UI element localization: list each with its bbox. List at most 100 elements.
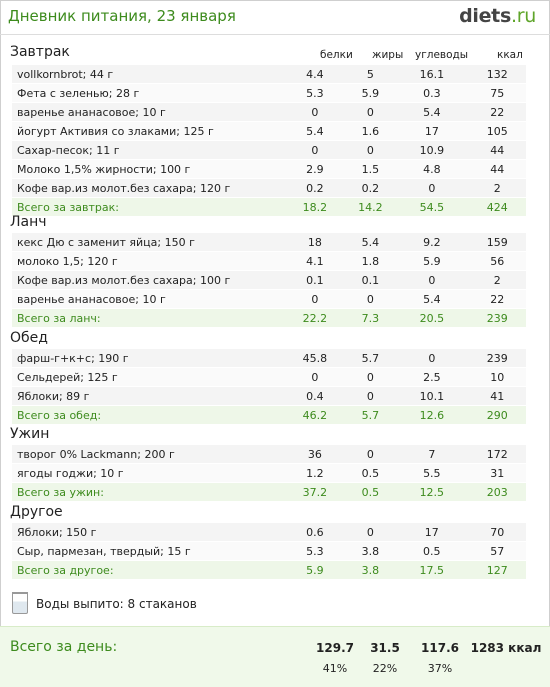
site-logo[interactable]: diets.ru — [459, 5, 536, 27]
food-row[interactable]: Фета с зеленью; 28 г 5.3 5.9 0.3 75 — [12, 83, 526, 103]
water-glass-icon — [12, 592, 28, 614]
food-name: творог 0% Lackmann; 200 г — [12, 445, 285, 464]
fat-cell: 1.8 — [345, 251, 396, 271]
food-row[interactable]: Молоко 1,5% жирности; 100 г 2.9 1.5 4.8 44 — [12, 159, 526, 179]
meal-table: фарш-г+к+с; 190 г 45.8 5.7 0 239 Сельдерей; 1… — [12, 349, 526, 425]
food-name: фарш-г+к+с; 190 г — [12, 349, 285, 368]
fat-cell: 0 — [345, 445, 396, 464]
fat-cell: 5 — [345, 65, 396, 84]
carbs-cell: 10.9 — [395, 140, 469, 160]
fat-cell: 0 — [345, 386, 396, 406]
carbs-cell: 17 — [395, 121, 469, 141]
fat-cell: 5.7 — [345, 349, 396, 368]
food-row[interactable]: творог 0% Lackmann; 200 г 36 0 7 172 — [12, 445, 526, 464]
meal-total-row: Всего за другое: 5.9 3.8 17.5 127 — [12, 560, 526, 580]
food-row[interactable]: Сельдерей; 125 г 0 0 2.5 10 — [12, 367, 526, 387]
header-divider — [0, 34, 550, 35]
meal-total-row: Всего за ужин: 37.2 0.5 12.5 203 — [12, 482, 526, 502]
kcal-cell: 239 — [468, 308, 526, 328]
food-name: Молоко 1,5% жирности; 100 г — [12, 159, 285, 179]
carbs-cell: 16.1 — [395, 65, 469, 84]
protein-cell: 5.9 — [284, 560, 346, 580]
food-row[interactable]: Сыр, пармезан, твердый; 15 г 5.3 3.8 0.5 57 — [12, 541, 526, 561]
protein-cell: 46.2 — [284, 405, 346, 425]
column-header-kcal: ккал — [497, 49, 523, 61]
fat-cell: 0 — [345, 523, 396, 542]
logo-dot: . — [510, 5, 517, 27]
protein-cell: 5.3 — [284, 83, 346, 103]
fat-cell: 5.4 — [345, 233, 396, 252]
total-label: Всего за ланч: — [12, 308, 285, 328]
fat-cell: 14.2 — [345, 197, 396, 217]
fat-cell: 0.1 — [345, 270, 396, 290]
fat-cell: 0.2 — [345, 178, 396, 198]
fat-cell: 5.7 — [345, 405, 396, 425]
logo-main: diets — [459, 5, 511, 27]
kcal-cell: 127 — [468, 560, 526, 580]
food-name: ягоды годжи; 10 г — [12, 463, 285, 483]
protein-cell: 4.4 — [284, 65, 346, 84]
food-row[interactable]: йогурт Активия со злаками; 125 г 5.4 1.6 17… — [12, 121, 526, 141]
kcal-cell: 159 — [468, 233, 526, 252]
food-row[interactable]: vollkornbrot; 44 г 4.4 5 16.1 132 — [12, 65, 526, 84]
carbs-cell: 7 — [395, 445, 469, 464]
food-row[interactable]: Кофе вар.из молот.без сахара; 120 г 0.2 0.… — [12, 178, 526, 198]
fat-cell: 1.6 — [345, 121, 396, 141]
meal-title: Завтрак — [10, 44, 70, 60]
food-row[interactable]: кекс Дю с заменит яйца; 150 г 18 5.4 9.2 159 — [12, 233, 526, 252]
carbs-cell: 12.5 — [395, 482, 469, 502]
meal-table: vollkornbrot; 44 г 4.4 5 16.1 132 Фета с зеле… — [12, 65, 526, 217]
food-name: Яблоки; 89 г — [12, 386, 285, 406]
protein-cell: 22.2 — [284, 308, 346, 328]
header: Дневник питания, 23 января diets.ru — [0, 0, 550, 34]
carbs-cell: 0.3 — [395, 83, 469, 103]
kcal-cell: 2 — [468, 270, 526, 290]
food-row[interactable]: варенье ананасовое; 10 г 0 0 5.4 22 — [12, 102, 526, 122]
carbs-cell: 2.5 — [395, 367, 469, 387]
day-carbs-percent: 37% — [427, 662, 453, 675]
kcal-cell: 105 — [468, 121, 526, 141]
food-row[interactable]: Сахар-песок; 11 г 0 0 10.9 44 — [12, 140, 526, 160]
kcal-cell: 2 — [468, 178, 526, 198]
food-name: молоко 1,5; 120 г — [12, 251, 285, 271]
protein-cell: 1.2 — [284, 463, 346, 483]
carbs-cell: 54.5 — [395, 197, 469, 217]
protein-cell: 5.3 — [284, 541, 346, 561]
food-name: Кофе вар.из молот.без сахара; 100 г — [12, 270, 285, 290]
protein-cell: 0.1 — [284, 270, 346, 290]
protein-cell: 0 — [284, 140, 346, 160]
kcal-cell: 70 — [468, 523, 526, 542]
logo-tld: ru — [516, 5, 537, 27]
meal-total-row: Всего за ланч: 22.2 7.3 20.5 239 — [12, 308, 526, 328]
food-row[interactable]: Кофе вар.из молот.без сахара; 100 г 0.1 0.… — [12, 270, 526, 290]
protein-cell: 36 — [284, 445, 346, 464]
kcal-cell: 172 — [468, 445, 526, 464]
kcal-cell: 203 — [468, 482, 526, 502]
food-name: Сыр, пармезан, твердый; 15 г — [12, 541, 285, 561]
carbs-cell: 0 — [395, 349, 469, 368]
carbs-cell: 0.5 — [395, 541, 469, 561]
food-row[interactable]: Яблоки; 150 г 0.6 0 17 70 — [12, 523, 526, 542]
food-row[interactable]: фарш-г+к+с; 190 г 45.8 5.7 0 239 — [12, 349, 526, 368]
protein-cell: 2.9 — [284, 159, 346, 179]
carbs-cell: 17.5 — [395, 560, 469, 580]
food-row[interactable]: Яблоки; 89 г 0.4 0 10.1 41 — [12, 386, 526, 406]
meal-title: Ужин — [10, 426, 50, 442]
food-name: варенье ананасовое; 10 г — [12, 102, 285, 122]
food-name: Яблоки; 150 г — [12, 523, 285, 542]
kcal-cell: 44 — [468, 159, 526, 179]
protein-cell: 18.2 — [284, 197, 346, 217]
food-row[interactable]: варенье ананасовое; 10 г 0 0 5.4 22 — [12, 289, 526, 309]
carbs-cell: 5.4 — [395, 102, 469, 122]
carbs-cell: 0 — [395, 270, 469, 290]
meal-title: Обед — [10, 330, 48, 346]
kcal-cell: 75 — [468, 83, 526, 103]
food-row[interactable]: ягоды годжи; 10 г 1.2 0.5 5.5 31 — [12, 463, 526, 483]
carbs-cell: 9.2 — [395, 233, 469, 252]
food-row[interactable]: молоко 1,5; 120 г 4.1 1.8 5.9 56 — [12, 251, 526, 271]
carbs-cell: 0 — [395, 178, 469, 198]
kcal-cell: 239 — [468, 349, 526, 368]
day-fat-percent: 22% — [372, 662, 398, 675]
fat-cell: 0 — [345, 102, 396, 122]
kcal-cell: 31 — [468, 463, 526, 483]
